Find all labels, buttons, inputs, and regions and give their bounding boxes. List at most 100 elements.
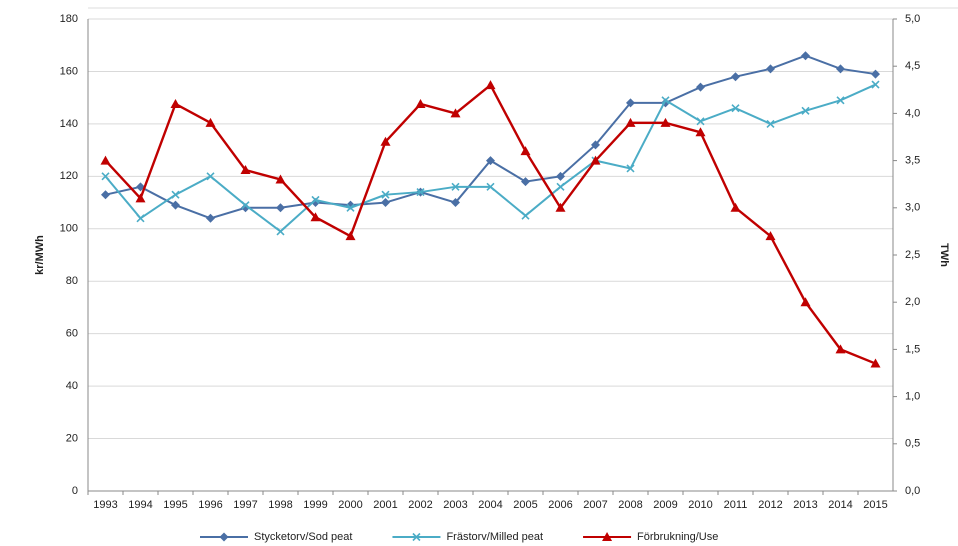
marker	[345, 231, 356, 241]
y2-tick-label: 2,0	[905, 296, 920, 308]
x-tick-label: 2011	[724, 499, 748, 511]
x-tick-label: 2006	[548, 499, 572, 511]
x-tick-label: 2003	[443, 499, 467, 511]
y-tick-label: 160	[60, 65, 78, 77]
y-tick-label: 180	[60, 13, 78, 25]
marker	[696, 82, 705, 92]
x-tick-label: 1996	[198, 499, 222, 511]
y2-tick-label: 2,5	[905, 249, 920, 261]
marker	[100, 155, 111, 165]
y2-tick-label: 3,5	[905, 155, 920, 167]
x-tick-label: 2002	[408, 499, 432, 511]
marker	[626, 164, 635, 173]
x-tick-label: 1994	[128, 499, 152, 511]
y2-tick-label: 4,0	[905, 107, 920, 119]
marker	[206, 213, 215, 223]
y-tick-label: 20	[66, 432, 78, 444]
y-tick-label: 80	[66, 275, 78, 287]
marker	[730, 202, 741, 212]
marker	[696, 117, 705, 126]
marker	[219, 532, 229, 542]
marker	[766, 119, 775, 128]
marker	[765, 231, 776, 241]
marker	[381, 198, 390, 208]
y2-tick-label: 1,0	[905, 391, 920, 403]
marker	[451, 198, 460, 208]
marker	[346, 203, 355, 212]
marker	[766, 64, 775, 74]
x-tick-label: 2012	[758, 499, 782, 511]
x-tick-label: 2014	[828, 499, 852, 511]
marker	[602, 532, 613, 541]
x-tick-label: 1995	[163, 499, 187, 511]
marker	[381, 190, 390, 199]
y-axis-title: kr/MWh	[34, 235, 46, 275]
marker	[591, 140, 600, 150]
marker	[276, 203, 285, 213]
marker	[520, 146, 531, 156]
marker	[870, 358, 881, 368]
marker	[136, 214, 145, 223]
marker	[241, 201, 250, 210]
y-tick-label: 40	[66, 380, 78, 392]
marker	[731, 72, 740, 82]
marker	[450, 108, 461, 118]
x-tick-label: 1998	[268, 499, 292, 511]
y2-axis-title: TWh	[938, 243, 950, 267]
x-tick-label: 2008	[618, 499, 642, 511]
x-tick-label: 2004	[478, 499, 502, 511]
y2-tick-label: 5,0	[905, 13, 920, 25]
marker	[486, 156, 495, 166]
marker	[415, 98, 426, 108]
marker	[485, 80, 496, 90]
marker	[835, 344, 846, 354]
y2-tick-label: 4,5	[905, 60, 920, 72]
marker	[836, 96, 845, 105]
y-tick-label: 100	[60, 223, 78, 235]
legend-label: Förbrukning/Use	[637, 531, 718, 543]
marker	[451, 182, 460, 191]
x-tick-label: 2007	[583, 499, 607, 511]
x-tick-label: 2000	[338, 499, 362, 511]
y2-tick-label: 3,0	[905, 202, 920, 214]
marker	[101, 190, 110, 200]
marker	[206, 172, 215, 181]
x-tick-label: 2015	[863, 499, 887, 511]
marker	[240, 165, 251, 175]
marker	[731, 104, 740, 113]
marker	[310, 212, 321, 222]
marker	[801, 106, 810, 115]
series-line	[104, 83, 876, 365]
y2-tick-label: 1,5	[905, 343, 920, 355]
marker	[626, 98, 635, 108]
marker	[521, 211, 530, 220]
x-tick-label: 2005	[513, 499, 537, 511]
marker	[871, 69, 880, 79]
marker	[275, 174, 286, 184]
marker	[556, 182, 565, 191]
marker	[412, 532, 421, 542]
marker	[695, 127, 706, 137]
marker	[486, 182, 495, 191]
y-tick-label: 120	[60, 170, 78, 182]
marker	[416, 188, 425, 197]
marker	[380, 136, 391, 146]
marker	[660, 117, 671, 127]
y2-tick-label: 0,5	[905, 438, 920, 450]
x-tick-label: 2010	[688, 499, 712, 511]
marker	[556, 171, 565, 181]
marker	[625, 117, 636, 127]
marker	[170, 98, 181, 108]
marker	[135, 193, 146, 203]
marker	[800, 297, 811, 307]
legend-label: Frästorv/Milled peat	[446, 531, 543, 543]
legend-label: Stycketorv/Sod peat	[254, 531, 352, 543]
y2-tick-label: 0,0	[905, 485, 920, 497]
x-tick-label: 1997	[233, 499, 257, 511]
marker	[871, 80, 880, 89]
x-tick-label: 1993	[93, 499, 117, 511]
marker	[661, 96, 670, 105]
marker	[171, 200, 180, 210]
marker	[205, 117, 216, 127]
